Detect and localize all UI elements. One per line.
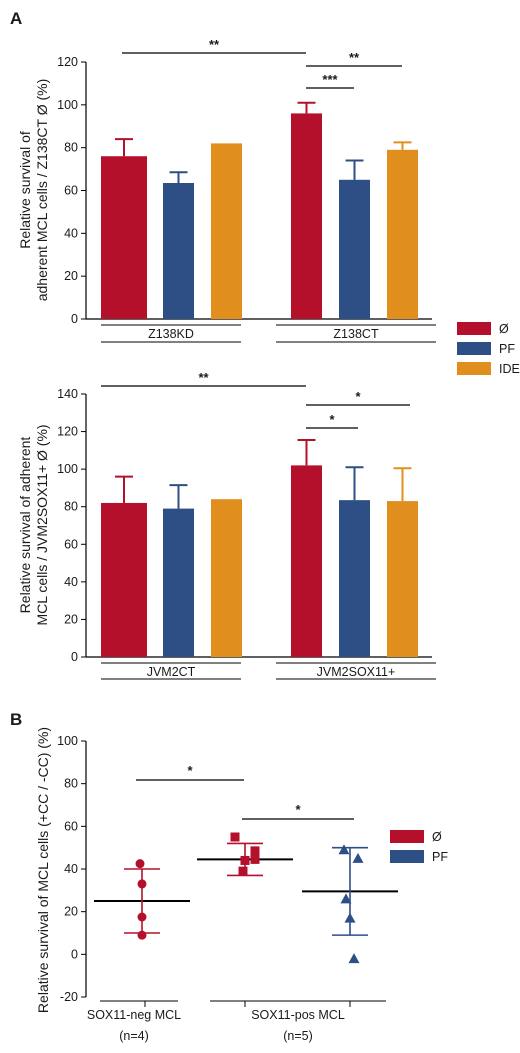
y-tick-label: 120 <box>57 425 78 439</box>
legend-swatch <box>390 850 424 863</box>
y-tick-label: 0 <box>71 312 78 326</box>
legend: Ø PF IDEL <box>457 322 520 376</box>
y-tick-label: 100 <box>57 734 78 748</box>
data-point <box>230 832 240 842</box>
data-point <box>344 912 356 923</box>
significance-label: ** <box>209 37 220 52</box>
y-axis-label-line: adherent MCL cells / Z138CT Ø (%) <box>34 79 50 302</box>
y-tick-label: 20 <box>64 612 78 626</box>
y-tick-label: 140 <box>57 387 78 401</box>
y-tick-label: 100 <box>57 462 78 476</box>
bar <box>387 501 418 657</box>
significance-label: ** <box>198 370 209 385</box>
y-tick-label: -20 <box>60 990 78 1004</box>
category-label: JVM2SOX11+ <box>317 665 396 679</box>
category-label: Z138KD <box>148 327 194 341</box>
significance-label: * <box>295 802 301 817</box>
bar <box>211 143 242 319</box>
data-point <box>250 846 260 856</box>
bar <box>291 465 322 657</box>
data-point <box>137 912 147 922</box>
y-axis-label: Relative survival ofadherent MCL cells /… <box>17 79 50 302</box>
y-tick-label: 0 <box>71 650 78 664</box>
category-sublabel: (n=5) <box>283 1029 313 1043</box>
y-tick-label: 60 <box>64 819 78 833</box>
bar <box>339 500 370 657</box>
legend-b: Ø PF <box>390 830 448 864</box>
data-point <box>137 879 147 889</box>
data-point <box>340 893 352 904</box>
y-axis-label-line: Relative survival of <box>17 131 33 249</box>
y-tick-label: 80 <box>64 777 78 791</box>
bar <box>291 113 322 320</box>
y-tick-label: 20 <box>64 905 78 919</box>
data-point <box>240 855 250 865</box>
legend-swatch <box>457 362 491 375</box>
legend-swatch <box>457 342 491 355</box>
chart-a-top: 0 20 40 60 80 100 120 Relative survival ofadher… <box>17 37 436 343</box>
y-tick-label: 80 <box>64 500 78 514</box>
y-tick-label: 20 <box>64 269 78 283</box>
data-point <box>338 844 350 855</box>
bar <box>211 499 242 657</box>
y-tick-label: 120 <box>57 55 78 69</box>
chart-a-bottom: 0 20 40 60 80 100 120 140 Relative survival of a… <box>17 370 436 680</box>
data-point <box>348 953 360 964</box>
data-point <box>135 859 145 869</box>
category-label: SOX11-neg MCL <box>87 1008 181 1022</box>
panel-label-a: A <box>10 9 22 28</box>
legend-swatch <box>390 830 424 843</box>
bar <box>339 179 370 319</box>
significance-label: * <box>187 763 193 778</box>
panel-label-b: B <box>10 710 22 729</box>
y-axis-label-line: Relative survival of MCL cells (+CC / -C… <box>35 727 51 1013</box>
significance-label: * <box>329 412 335 427</box>
legend-label: IDEL <box>499 362 520 376</box>
y-tick-label: 60 <box>64 184 78 198</box>
bar <box>101 156 147 319</box>
data-point <box>137 930 147 940</box>
bar <box>163 183 194 319</box>
y-tick-label: 60 <box>64 537 78 551</box>
data-point <box>238 866 248 876</box>
y-axis-label-line: MCL cells / JVM2SOX11+ Ø (%) <box>34 424 50 625</box>
y-axis-label: Relative survival of MCL cells (+CC / -C… <box>35 727 51 1013</box>
significance-label: *** <box>322 72 338 87</box>
legend-swatch <box>457 322 491 335</box>
significance-label: ** <box>349 50 360 65</box>
category-label: SOX11-pos MCL <box>251 1008 345 1022</box>
y-tick-label: 40 <box>64 226 78 240</box>
y-tick-label: 40 <box>64 575 78 589</box>
category-label: JVM2CT <box>147 665 196 679</box>
legend-label: PF <box>432 850 448 864</box>
bar <box>163 508 194 657</box>
significance-label: * <box>355 389 361 404</box>
y-tick-label: 80 <box>64 141 78 155</box>
bar <box>387 149 418 319</box>
chart-b: -20 0 20 40 60 80 100 Relative survival of MCL … <box>35 727 398 1043</box>
data-point <box>352 852 364 863</box>
legend-label: Ø <box>499 322 509 336</box>
category-sublabel: (n=4) <box>119 1029 149 1043</box>
legend-label: PF <box>499 342 515 356</box>
y-axis-label: Relative survival of adherentMCL cells /… <box>17 424 50 625</box>
category-label: Z138CT <box>333 327 379 341</box>
bar <box>101 502 147 657</box>
y-axis-label-line: Relative survival of adherent <box>17 437 33 614</box>
legend-label: Ø <box>432 830 442 844</box>
data-point <box>250 854 260 864</box>
y-tick-label: 0 <box>71 947 78 961</box>
y-tick-label: 40 <box>64 862 78 876</box>
y-tick-label: 100 <box>57 98 78 112</box>
